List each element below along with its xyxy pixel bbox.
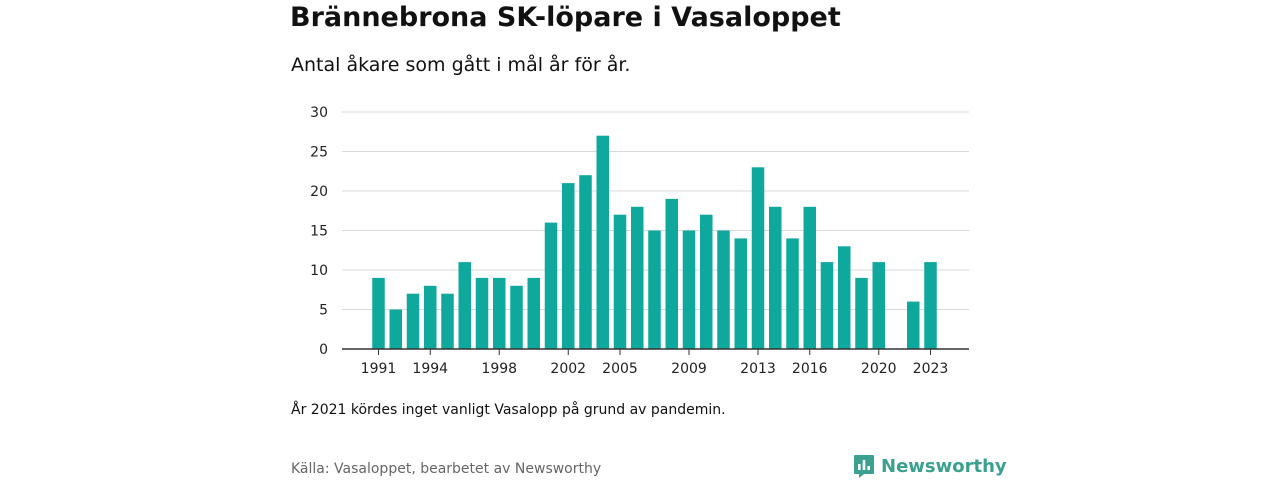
bar [458,262,471,349]
y-tick-label: 10 [310,263,328,279]
bar [769,206,782,349]
bar [924,262,937,349]
y-tick-label: 5 [319,303,328,319]
newsworthy-logo: Newsworthy [853,453,1007,479]
bar-chart: 0 5 10 15 20 25 30 1991 1994 1998 2002 2005 2009 2013… [310,105,969,377]
newsworthy-logo-icon [854,455,874,478]
x-tick-label: 1991 [361,361,397,377]
bar [717,230,730,349]
bar [579,175,592,349]
x-tick-label: 1994 [412,361,448,377]
brand-name: Newsworthy [881,455,1007,477]
bar [872,262,885,349]
bar [803,206,816,349]
bar [406,293,420,349]
bar [838,246,851,349]
y-tick-label: 25 [310,145,328,161]
y-tick-label: 30 [310,105,328,121]
y-tick-label: 15 [310,224,328,240]
bar [751,167,765,349]
bar [682,230,696,349]
bar [907,301,920,349]
x-tick-label: 2005 [602,361,638,377]
pandemic-note: År 2021 kördes inget vanligt Vasalopp på… [291,402,726,418]
x-tick-label: 1998 [481,361,517,377]
x-tick-label: 2020 [861,361,897,377]
bar [562,183,575,349]
y-tick-label: 0 [319,342,328,358]
bar [665,198,678,349]
bar [372,277,385,349]
bar [544,222,558,349]
bar [700,214,713,349]
x-tick-label: 2013 [740,361,776,377]
bar [786,238,799,349]
x-tick-label: 2016 [792,361,828,377]
x-tick-label: 2023 [913,361,949,377]
chart-subtitle: Antal åkare som gått i mål år för år. [291,54,631,76]
bar [389,309,402,349]
bar [441,293,454,349]
bar [527,277,540,349]
bar [493,277,506,349]
bar [596,135,609,349]
y-tick-label: 20 [310,184,328,200]
bar [631,206,644,349]
source-text: Källa: Vasaloppet, bearbetet av Newswort… [291,461,602,477]
chart-title: Brännebrona SK-löpare i Vasaloppet [290,2,841,33]
bar [475,277,489,349]
bar [820,262,834,349]
bar [855,277,868,349]
bar [424,285,437,349]
x-tick-label: 2002 [550,361,586,377]
bar [648,230,661,349]
bar [613,214,627,349]
x-tick-label: 2009 [671,361,707,377]
bar [734,238,747,349]
bar [510,285,523,349]
